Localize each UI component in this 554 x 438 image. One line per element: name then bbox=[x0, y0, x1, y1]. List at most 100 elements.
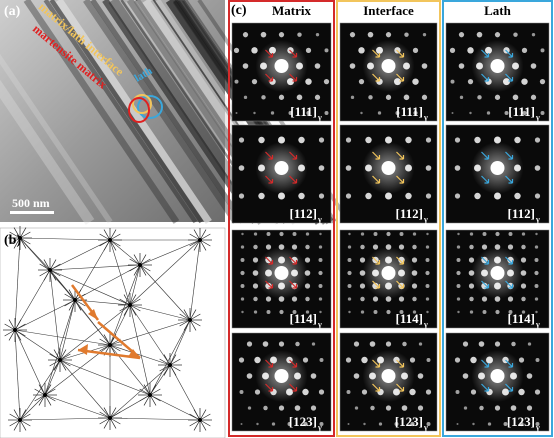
zone-line bbox=[49, 269, 61, 361]
diffraction-spot bbox=[411, 270, 418, 276]
diffraction-spot bbox=[507, 296, 514, 302]
diffraction-spot bbox=[311, 342, 316, 346]
diffraction-spot bbox=[294, 405, 301, 411]
diffraction-spot bbox=[456, 423, 459, 425]
diffraction-spot bbox=[278, 244, 285, 250]
diffraction-spot bbox=[278, 136, 285, 144]
indicator-arrow bbox=[505, 49, 514, 58]
diffraction-spot bbox=[252, 283, 259, 289]
pole-ray bbox=[59, 353, 71, 361]
zone-axis: [112] bbox=[396, 206, 423, 221]
zone-axis-subscript: γ bbox=[423, 113, 428, 122]
diffraction-spot bbox=[361, 356, 368, 364]
pole-ray bbox=[149, 384, 157, 396]
zone-axis: [112] bbox=[290, 206, 317, 221]
diffraction-spot bbox=[394, 78, 401, 86]
diffraction-spot bbox=[253, 296, 258, 302]
indicator-arrow bbox=[505, 73, 514, 82]
zone-line bbox=[129, 239, 201, 306]
diffraction-spot bbox=[348, 232, 351, 236]
diffraction-spot bbox=[260, 62, 267, 70]
zone-line bbox=[14, 329, 61, 361]
diffraction-spot bbox=[266, 232, 271, 236]
lath-stripe bbox=[23, 0, 180, 224]
indicator-arrow bbox=[396, 280, 405, 289]
diffraction-spot bbox=[503, 422, 508, 426]
pole-ray bbox=[189, 413, 201, 421]
diffraction-spot bbox=[398, 269, 405, 277]
diffraction-spot bbox=[421, 63, 428, 69]
diffraction-spot bbox=[456, 270, 461, 276]
pole-ray bbox=[129, 304, 141, 312]
pole-ray bbox=[68, 289, 76, 301]
pole-ray bbox=[199, 409, 207, 421]
diffraction-spot bbox=[474, 136, 481, 144]
zone-line bbox=[14, 237, 21, 331]
panel-label: (b) bbox=[4, 233, 21, 248]
diffraction-spot bbox=[518, 388, 525, 396]
diffraction-spot bbox=[358, 79, 365, 85]
pole-ray bbox=[109, 229, 117, 241]
diffraction-spot bbox=[310, 405, 317, 411]
zone-line bbox=[59, 299, 76, 361]
diffraction-spot bbox=[319, 358, 324, 362]
matrix-circle bbox=[128, 97, 150, 123]
indicator-arrow bbox=[505, 175, 514, 184]
diffraction-spot bbox=[345, 137, 352, 143]
pole bbox=[138, 263, 142, 267]
pole-ray bbox=[119, 304, 131, 312]
diffraction-spot bbox=[279, 231, 284, 237]
diffraction-spot bbox=[456, 284, 461, 288]
pole-ray bbox=[103, 407, 111, 419]
pole bbox=[148, 393, 152, 397]
zone-line bbox=[59, 304, 131, 361]
pole bbox=[18, 418, 22, 422]
pole-ray bbox=[19, 419, 27, 431]
indicator-arrow bbox=[505, 359, 514, 368]
pole-ray bbox=[159, 358, 171, 366]
indicator-arrow bbox=[265, 383, 274, 392]
diffraction-spot bbox=[490, 266, 505, 280]
diffraction-spot bbox=[345, 193, 352, 199]
diffraction-spot bbox=[270, 111, 275, 115]
indicator-arrow bbox=[505, 151, 514, 160]
diffraction-spot bbox=[478, 372, 485, 380]
zone-axis: [123] bbox=[507, 414, 535, 429]
diffraction-spot bbox=[425, 165, 432, 171]
pole-ray bbox=[9, 413, 21, 421]
pole bbox=[48, 268, 52, 272]
diffraction-spot bbox=[360, 310, 365, 314]
zone-line bbox=[19, 394, 46, 421]
diffraction-spot bbox=[540, 110, 545, 115]
pole-ray bbox=[14, 329, 26, 337]
diffraction-spot bbox=[349, 32, 356, 38]
diffraction-spot bbox=[324, 110, 329, 115]
diffraction-spot bbox=[252, 257, 259, 263]
diffraction-spot bbox=[240, 297, 245, 301]
diffraction-spot bbox=[262, 372, 269, 380]
zone-line bbox=[59, 359, 111, 419]
zone-axis: [114] bbox=[290, 311, 317, 326]
diffraction-spot bbox=[425, 258, 430, 262]
pole-ray bbox=[103, 229, 111, 241]
indicator-arrow bbox=[481, 175, 490, 184]
pole-ray bbox=[129, 294, 137, 306]
diffraction-spot bbox=[394, 422, 399, 426]
indicator-arrow bbox=[289, 73, 298, 82]
diffraction-spot bbox=[403, 94, 410, 101]
diffraction-spot bbox=[294, 372, 301, 380]
diffraction-spot bbox=[456, 297, 461, 301]
diffraction-spot bbox=[350, 95, 355, 99]
pole-ray bbox=[163, 364, 171, 376]
diffraction-spot bbox=[403, 62, 410, 70]
diffraction-spot bbox=[486, 356, 493, 364]
diffraction-spot bbox=[353, 373, 360, 379]
diffraction-spot bbox=[518, 357, 525, 363]
pole-ray bbox=[19, 237, 27, 249]
diffraction-spot bbox=[238, 165, 245, 171]
diffraction-spot bbox=[318, 193, 325, 199]
diffraction-spot bbox=[425, 297, 430, 301]
zone-axis: [111] bbox=[396, 104, 423, 119]
indicator-arrow bbox=[289, 383, 298, 392]
diffraction-spot bbox=[469, 232, 474, 236]
